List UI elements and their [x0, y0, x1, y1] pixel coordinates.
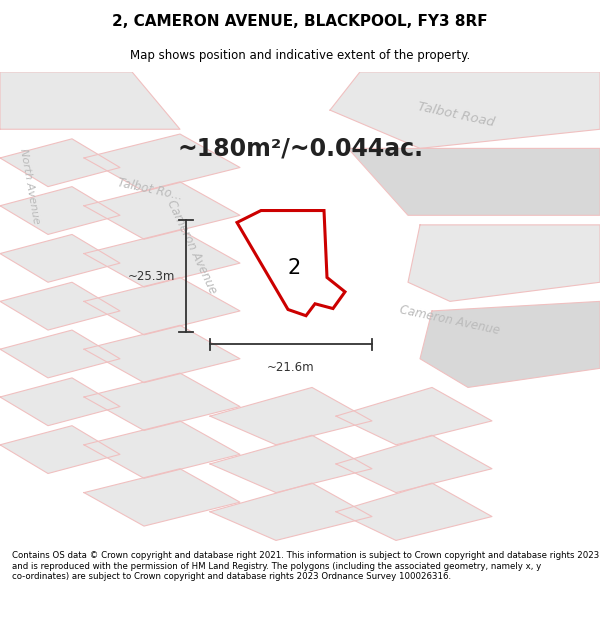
Text: Cameron Avenue: Cameron Avenue — [399, 304, 501, 338]
Polygon shape — [336, 388, 492, 445]
Polygon shape — [210, 483, 372, 541]
Text: ~25.3m: ~25.3m — [128, 270, 175, 282]
Polygon shape — [0, 139, 120, 187]
Text: Talbot Ro...: Talbot Ro... — [116, 176, 184, 203]
Polygon shape — [420, 301, 600, 388]
Text: 2, CAMERON AVENUE, BLACKPOOL, FY3 8RF: 2, CAMERON AVENUE, BLACKPOOL, FY3 8RF — [112, 14, 488, 29]
Polygon shape — [237, 211, 345, 316]
Polygon shape — [0, 234, 120, 282]
Polygon shape — [84, 229, 240, 287]
Polygon shape — [210, 388, 372, 445]
Polygon shape — [84, 373, 240, 431]
Polygon shape — [0, 330, 120, 378]
Polygon shape — [210, 435, 372, 492]
Polygon shape — [0, 378, 120, 426]
Polygon shape — [84, 278, 240, 335]
Polygon shape — [0, 426, 120, 474]
Polygon shape — [408, 225, 600, 301]
Polygon shape — [84, 325, 240, 382]
Polygon shape — [84, 182, 240, 239]
Polygon shape — [0, 282, 120, 330]
Polygon shape — [330, 72, 600, 148]
Polygon shape — [336, 483, 492, 541]
Text: Contains OS data © Crown copyright and database right 2021. This information is : Contains OS data © Crown copyright and d… — [12, 551, 599, 581]
Polygon shape — [84, 134, 240, 191]
Polygon shape — [0, 187, 120, 234]
Text: ~21.6m: ~21.6m — [267, 361, 315, 374]
Text: 2: 2 — [287, 258, 301, 278]
Text: ~180m²/~0.044ac.: ~180m²/~0.044ac. — [177, 136, 423, 161]
Polygon shape — [348, 148, 600, 215]
Text: Talbot Road: Talbot Road — [416, 101, 496, 129]
Text: North Avenue: North Avenue — [19, 148, 41, 225]
Text: Map shows position and indicative extent of the property.: Map shows position and indicative extent… — [130, 49, 470, 62]
Polygon shape — [0, 72, 180, 129]
Polygon shape — [84, 421, 240, 478]
Text: Cameron Avenue: Cameron Avenue — [164, 198, 220, 296]
Polygon shape — [336, 435, 492, 492]
Polygon shape — [84, 469, 240, 526]
